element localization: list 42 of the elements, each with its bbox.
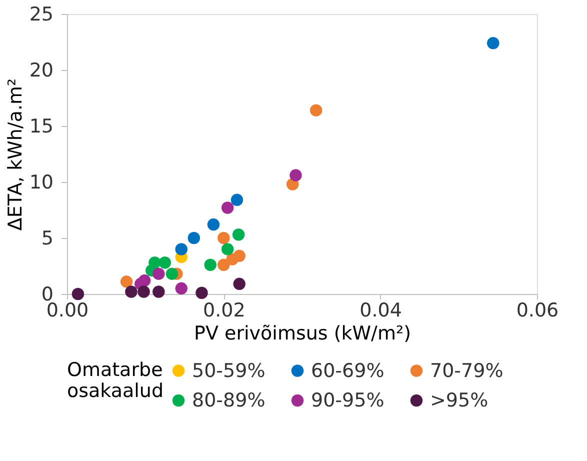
legend-label: >95%: [430, 390, 488, 412]
y-tick-label: 25: [29, 4, 54, 26]
point: [290, 169, 302, 182]
point: [152, 268, 165, 280]
x-axis-title: PV erivõimsus (kW/m²): [194, 322, 411, 344]
point: [232, 228, 245, 241]
point: [166, 268, 178, 280]
point: [188, 232, 200, 244]
point: [72, 288, 84, 300]
y-tick-label: 20: [29, 60, 54, 82]
legend-label: 80-89%: [192, 390, 266, 412]
point: [207, 218, 220, 231]
point: [310, 104, 322, 116]
point: [221, 202, 234, 214]
point: [158, 256, 172, 269]
point: [120, 276, 133, 288]
y-tick-label: 5: [41, 228, 54, 250]
point: [152, 286, 165, 298]
point: [233, 278, 246, 290]
point: [218, 232, 230, 244]
point: [125, 286, 138, 298]
x-tick-label: 0.02: [203, 300, 246, 322]
point: [175, 243, 188, 256]
point: [175, 282, 188, 295]
legend-label: 70-79%: [430, 360, 504, 382]
point: [230, 194, 244, 206]
legend-label: 90-95%: [311, 390, 384, 412]
y-axis-title: ΔETA, kWh/a.m²: [4, 78, 26, 231]
y-tick-label: 15: [29, 116, 54, 138]
x-tick-label: 0.06: [516, 300, 559, 322]
legend-label: 60-69%: [311, 360, 384, 382]
point: [218, 258, 230, 271]
point: [204, 258, 216, 271]
legend-title: Omatarbe osakaalud: [67, 359, 164, 402]
point: [487, 37, 500, 50]
point: [196, 286, 208, 299]
point: [138, 286, 150, 298]
x-tick-label: 0.04: [360, 300, 402, 322]
legend-label: 50-59%: [192, 360, 266, 382]
point: [221, 243, 234, 256]
point: [138, 274, 151, 287]
y-tick-label: 10: [29, 172, 54, 194]
